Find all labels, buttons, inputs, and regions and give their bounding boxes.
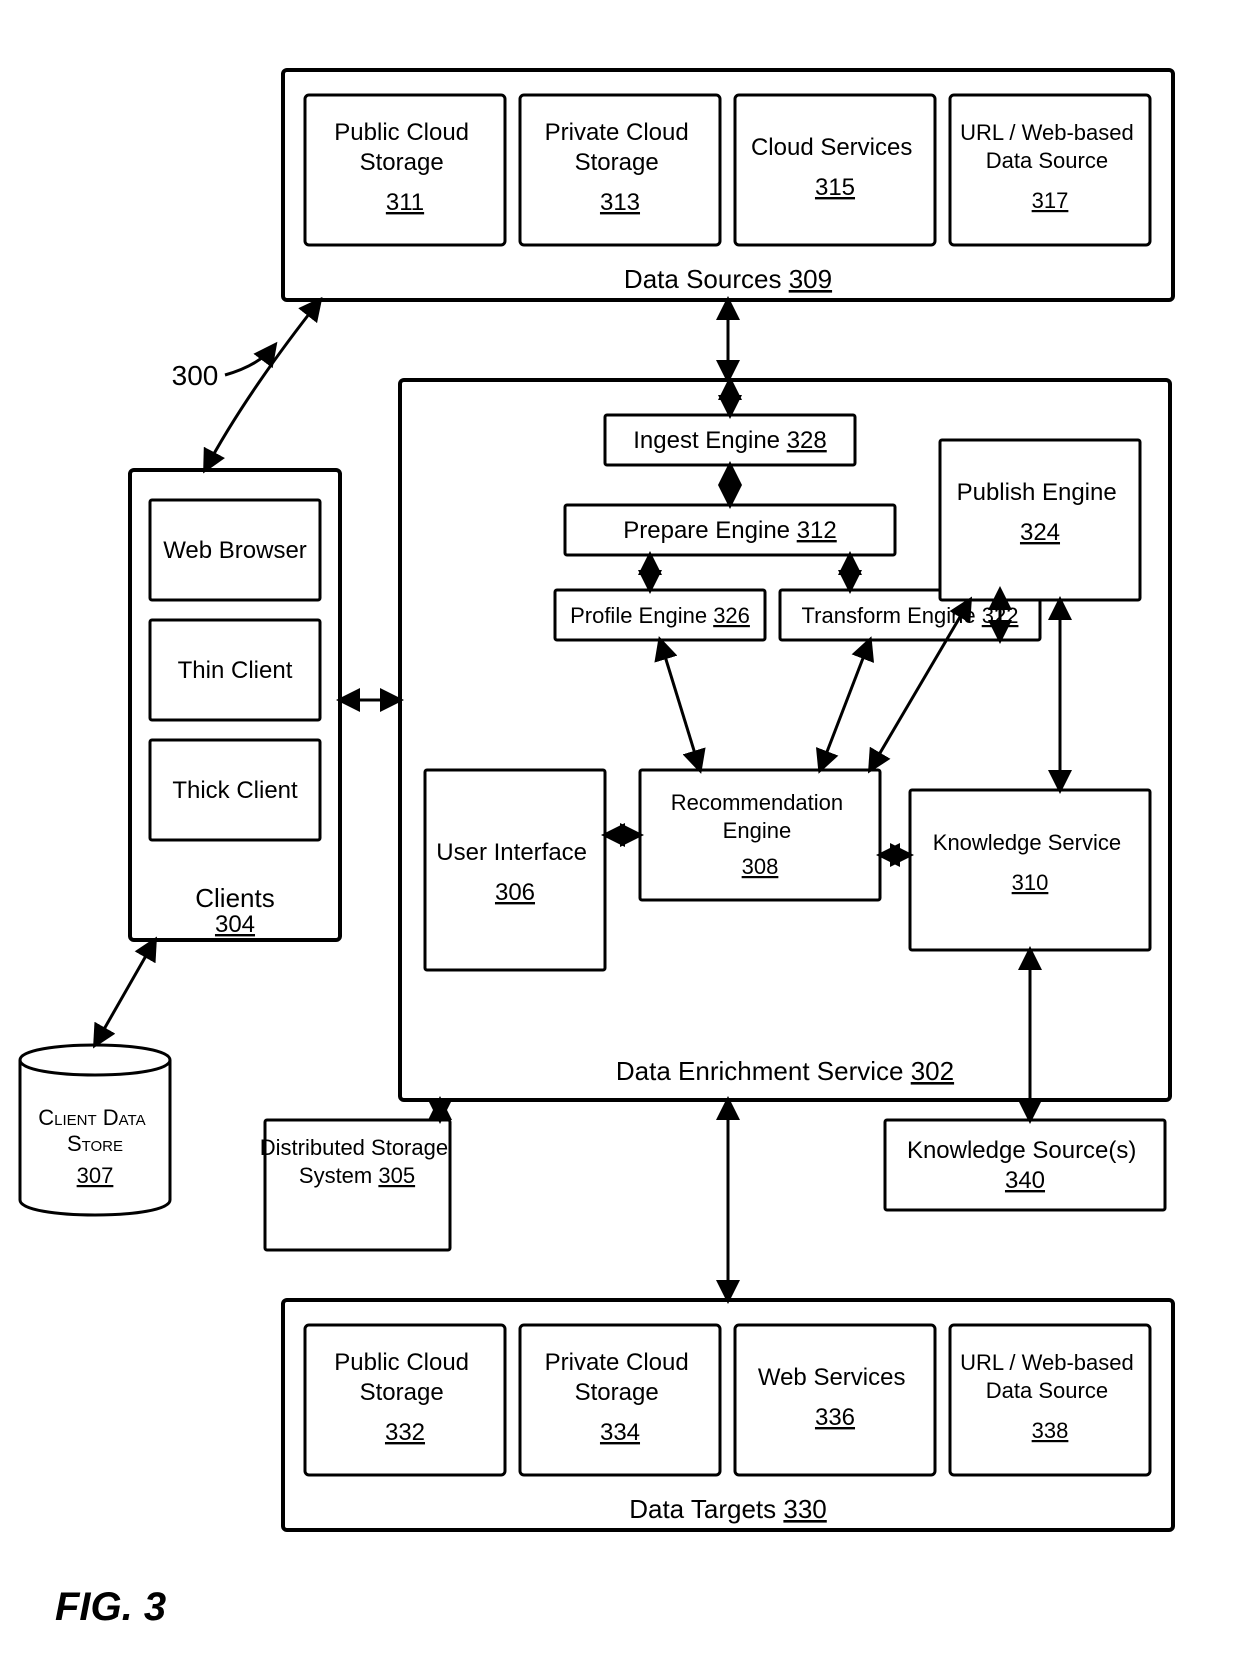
- svg-text:Data Enrichment Service: Data Enrichment Service 302: [616, 1056, 954, 1086]
- data-enrichment-service-container: Data Enrichment Service 302 Ingest Engin…: [400, 380, 1170, 1100]
- svg-text:Clients: Clients: [195, 883, 274, 913]
- svg-text:Ingest Engine: Ingest Engine 328: [633, 427, 827, 454]
- figure-label: FIG. 3: [55, 1585, 166, 1629]
- data-sources-container: Data Sources 309 Public Cloud Storage 31…: [283, 70, 1173, 300]
- svg-text:Data Targets 330: Data Targets 330: [629, 1494, 827, 1524]
- svg-text:304: 304: [215, 911, 255, 938]
- svg-text:Thin Client: Thin Client: [178, 657, 293, 684]
- cloud-services-src-box: Cloud Services 315: [735, 95, 935, 245]
- svg-text:307: 307: [77, 1163, 114, 1188]
- url-web-src-box: URL / Web-based Data Source 317: [950, 95, 1150, 245]
- svg-text:Thick Client: Thick Client: [172, 777, 298, 804]
- svg-text:Transform Engine: Transform Engine 322: [802, 603, 1019, 628]
- svg-text:300: 300: [172, 360, 219, 391]
- distributed-storage-system-box: Distributed Storage System 305: [260, 1120, 454, 1250]
- prepare-engine-box: Prepare Engine 312: [565, 505, 895, 555]
- clients-container: Clients 304 Web Browser Thin Client Thic…: [130, 470, 340, 940]
- knowledge-service-box: Knowledge Service 310: [910, 790, 1150, 950]
- recommendation-engine-box: Recommendation Engine 308: [640, 770, 880, 900]
- public-cloud-storage-src-box: Public Cloud Storage 311: [305, 95, 505, 245]
- thin-client-box: Thin Client: [150, 620, 320, 720]
- svg-text:Data Sources 309: Data Sources 309: [624, 264, 832, 294]
- knowledge-sources-box: Knowledge Source(s) 340: [885, 1120, 1165, 1210]
- svg-text:Web Browser: Web Browser: [163, 537, 307, 564]
- svg-text:Profile Engine: Profile Engine 326: [570, 603, 750, 628]
- data-targets-container: Data Targets 330 Public Cloud Storage 33…: [283, 1300, 1173, 1530]
- ingest-engine-box: Ingest Engine 328: [605, 415, 855, 465]
- architecture-diagram: 300 Data Sources 309 Public Cloud Storag…: [0, 0, 1240, 1659]
- user-interface-box: User Interface 306: [425, 770, 605, 970]
- url-web-tgt-box: URL / Web-based Data Source 338: [950, 1325, 1150, 1475]
- web-browser-box: Web Browser: [150, 500, 320, 600]
- private-cloud-storage-tgt-box: Private Cloud Storage 334: [520, 1325, 720, 1475]
- private-cloud-storage-src-box: Private Cloud Storage 313: [520, 95, 720, 245]
- profile-engine-box: Profile Engine 326: [555, 590, 765, 640]
- publish-engine-box: Publish Engine 324: [940, 440, 1140, 600]
- svg-text:Prepare Engine: Prepare Engine 312: [623, 517, 837, 544]
- client-data-store-cylinder: Client Data Store 307: [20, 1045, 170, 1215]
- web-services-tgt-box: Web Services 336: [735, 1325, 935, 1475]
- public-cloud-storage-tgt-box: Public Cloud Storage 332: [305, 1325, 505, 1475]
- thick-client-box: Thick Client: [150, 740, 320, 840]
